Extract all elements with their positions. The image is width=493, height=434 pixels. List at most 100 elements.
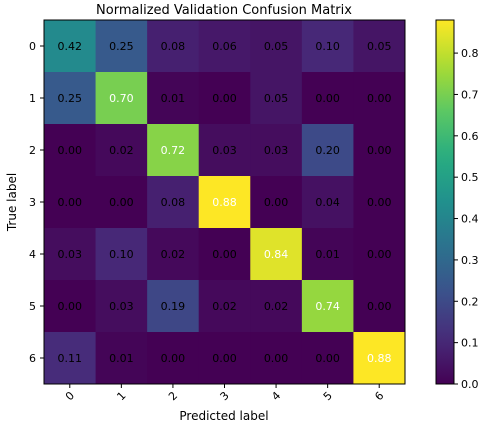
cell-value-label: 0.00: [212, 92, 237, 105]
y-tick-label: 0: [29, 40, 36, 53]
heatmap-cell: [250, 20, 303, 73]
cell-value-label: 0.19: [161, 300, 186, 313]
colorbar-tick-label: 0.2: [461, 295, 479, 308]
heatmap-cell: [301, 20, 354, 73]
heatmap-cell: [198, 124, 251, 177]
y-tick-label: 1: [29, 92, 36, 105]
cell-value-label: 0.00: [161, 352, 186, 365]
cell-value-label: 0.84: [264, 248, 289, 261]
y-tick-label: 2: [29, 144, 36, 157]
cell-value-label: 0.00: [367, 92, 392, 105]
y-tick-label: 6: [29, 352, 36, 365]
colorbar: [435, 19, 455, 385]
heatmap-cell: [250, 176, 303, 229]
heatmap-cell: [353, 228, 406, 281]
x-axis-label: Predicted label: [179, 409, 268, 423]
cell-value-label: 0.03: [58, 248, 83, 261]
heatmap-cell: [198, 72, 251, 125]
heatmap-cell: [198, 228, 251, 281]
heatmap-cell: [147, 176, 200, 229]
heatmap-cell: [147, 332, 200, 385]
cell-value-label: 0.00: [58, 144, 83, 157]
cell-value-label: 0.00: [212, 248, 237, 261]
colorbar-tick-label: 0.4: [461, 213, 479, 226]
colorbar-ticks: 0.0 0.1 0.2 0.3 0.4 0.5 0.6 0.7 0.8: [454, 47, 479, 391]
cell-value-label: 0.74: [315, 300, 340, 313]
y-tick-label: 5: [29, 300, 36, 313]
cell-value-label: 0.02: [264, 300, 289, 313]
heatmap-cell: [95, 332, 148, 385]
cell-value-label: 0.70: [109, 92, 134, 105]
y-axis-ticks: 0 1 2 3 4 5 6: [29, 40, 44, 365]
cell-value-label: 0.25: [109, 40, 134, 53]
heatmap-cell: [95, 20, 148, 73]
colorbar-tick-label: 0.3: [461, 254, 479, 267]
colorbar-tick-label: 0.7: [461, 88, 479, 101]
cell-value-label: 0.08: [161, 40, 186, 53]
heatmap-cell: [147, 124, 200, 177]
y-tick-label: 4: [29, 248, 36, 261]
heatmap-cell: [301, 72, 354, 125]
x-tick-label: 6: [372, 389, 386, 403]
cell-value-label: 0.72: [161, 144, 186, 157]
heatmap-cell: [198, 332, 251, 385]
heatmap-cell: [95, 280, 148, 333]
colorbar-tick-label: 0.0: [461, 378, 479, 391]
heatmap-cell: [95, 72, 148, 125]
cell-value-label: 0.01: [161, 92, 186, 105]
cell-value-label: 0.88: [212, 196, 237, 209]
heatmap-cell: [44, 280, 96, 333]
cell-value-label: 0.00: [109, 196, 134, 209]
cell-value-label: 0.06: [212, 40, 237, 53]
cell-value-label: 0.00: [58, 196, 83, 209]
heatmap-cell: [147, 72, 200, 125]
cell-value-label: 0.02: [161, 248, 186, 261]
colorbar-tick-label: 0.6: [461, 130, 479, 143]
heatmap-cell: [147, 280, 200, 333]
heatmap-cell: [250, 228, 303, 281]
cell-value-label: 0.00: [58, 300, 83, 313]
cell-value-label: 0.88: [367, 352, 392, 365]
cell-value-label: 0.20: [315, 144, 340, 157]
cell-value-label: 0.00: [264, 196, 289, 209]
heatmap-cell: [353, 332, 406, 385]
cell-value-label: 0.00: [315, 92, 340, 105]
cell-value-label: 0.10: [109, 248, 134, 261]
cell-value-label: 0.03: [264, 144, 289, 157]
colorbar-tick-label: 0.1: [461, 337, 479, 350]
cell-value-label: 0.00: [367, 248, 392, 261]
cell-value-label: 0.00: [315, 352, 340, 365]
cell-value-label: 0.00: [367, 144, 392, 157]
cell-value-label: 0.00: [212, 352, 237, 365]
cell-value-label: 0.01: [315, 248, 340, 261]
heatmap-cell: [301, 228, 354, 281]
heatmap-cell: [301, 332, 354, 385]
heatmap-cell: [95, 124, 148, 177]
heatmap-cell: [353, 72, 406, 125]
heatmap-cell: [301, 124, 354, 177]
x-axis-ticks: 0 1 2 3 4 5 6: [63, 384, 386, 403]
heatmap-cell: [301, 280, 354, 333]
cell-value-label: 0.00: [367, 196, 392, 209]
cell-value-label: 0.02: [109, 144, 134, 157]
heatmap-cell: [198, 176, 251, 229]
heatmap-cell: [95, 176, 148, 229]
heatmap-cell: [44, 20, 96, 73]
cell-value-label: 0.05: [367, 40, 392, 53]
heatmap-cell: [95, 228, 148, 281]
heatmap-cell: [353, 176, 406, 229]
heatmap-cell: [353, 20, 406, 73]
cell-value-label: 0.05: [264, 92, 289, 105]
heatmap-cell: [44, 332, 96, 385]
cell-value-label: 0.42: [58, 40, 83, 53]
heatmap-cell: [250, 280, 303, 333]
heatmap-cell: [44, 124, 96, 177]
cell-value-label: 0.00: [264, 352, 289, 365]
heatmap-cell: [44, 176, 96, 229]
colorbar-tick-label: 0.8: [461, 47, 479, 60]
x-tick-label: 3: [218, 389, 232, 403]
heatmap-cell: [250, 332, 303, 385]
heatmap-cells: [44, 20, 406, 385]
heatmap-cell: [198, 280, 251, 333]
cell-value-label: 0.11: [58, 352, 83, 365]
